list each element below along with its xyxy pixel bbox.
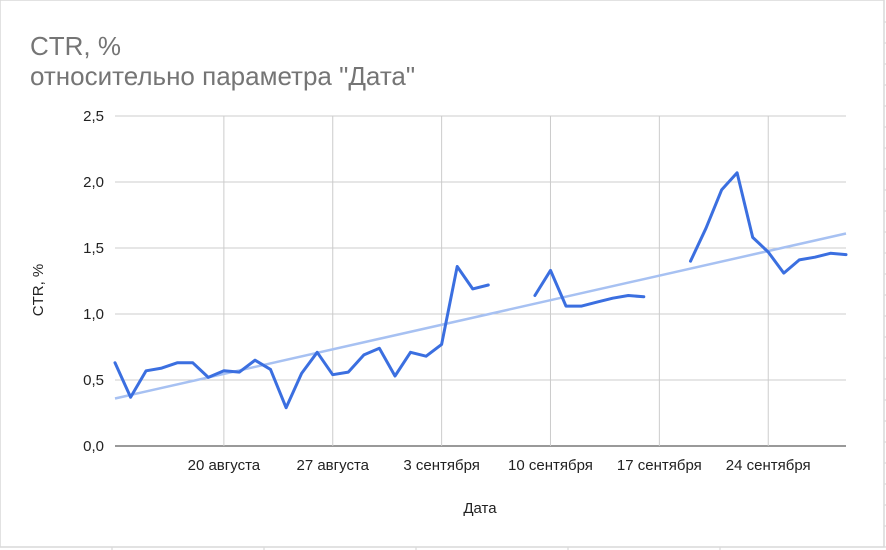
series-line-segment (533, 268, 646, 308)
data-point (829, 252, 832, 255)
x-tick-label: 17 сентября (617, 457, 702, 474)
data-point (751, 236, 754, 239)
data-point (689, 260, 692, 263)
data-point (798, 258, 801, 262)
data-point (269, 368, 272, 371)
chart-subtitle: относительно параметра "Дата" (30, 61, 415, 91)
data-point (595, 300, 599, 304)
data-point (300, 372, 303, 375)
data-point (176, 361, 179, 365)
data-point (487, 283, 490, 287)
data-point (144, 369, 148, 372)
y-tick-label: 2,5 (83, 108, 104, 125)
y-tick-label: 2,0 (83, 174, 104, 191)
data-point (222, 369, 226, 372)
data-point (347, 370, 350, 374)
chart-title: CTR, % (30, 31, 121, 61)
data-point (362, 353, 366, 357)
x-tick-label: 24 сентября (726, 457, 811, 474)
data-point (564, 304, 568, 308)
y-tick-label: 1,5 (83, 240, 104, 257)
data-point (844, 253, 848, 256)
data-point (813, 256, 817, 259)
x-tick-label: 20 августа (188, 457, 261, 474)
series-layer (113, 171, 848, 410)
data-point (642, 295, 646, 299)
data-point (767, 250, 770, 254)
y-axis-ticks: 0,0 0,5 1,0 1,5 2,0 2,5 (83, 108, 104, 455)
data-point (440, 343, 443, 346)
data-point (455, 265, 459, 268)
data-point (611, 296, 614, 300)
x-tick-label: 10 сентября (508, 457, 593, 474)
data-point (627, 294, 630, 297)
y-axis-label: CTR, % (30, 264, 47, 317)
data-point (253, 359, 257, 362)
data-point (720, 188, 723, 192)
data-point (424, 355, 428, 358)
data-point (284, 406, 288, 409)
x-axis-label: Дата (463, 500, 497, 517)
data-point (378, 347, 381, 350)
data-point (580, 304, 583, 308)
data-point (315, 351, 319, 354)
y-tick-label: 0,0 (83, 438, 104, 455)
data-point (549, 269, 552, 272)
data-point (191, 361, 194, 365)
y-tick-label: 0,5 (83, 372, 104, 389)
data-point (160, 366, 163, 370)
data-point (782, 271, 785, 275)
data-point (207, 376, 210, 379)
data-point (129, 395, 132, 399)
data-point (331, 373, 334, 376)
data-point (735, 171, 739, 174)
data-point (533, 294, 537, 297)
x-tick-label: 3 сентября (403, 457, 480, 474)
x-axis-ticks: 20 августа 27 августа 3 сентября 10 сентябр… (188, 457, 811, 474)
data-point (393, 374, 397, 378)
data-point (238, 370, 241, 374)
data-point (471, 287, 474, 291)
gridlines (115, 115, 846, 447)
data-point (704, 227, 708, 230)
data-point (113, 361, 117, 365)
x-tick-label: 27 августа (296, 457, 369, 474)
y-tick-label: 1,0 (83, 306, 104, 323)
data-point (409, 351, 412, 354)
